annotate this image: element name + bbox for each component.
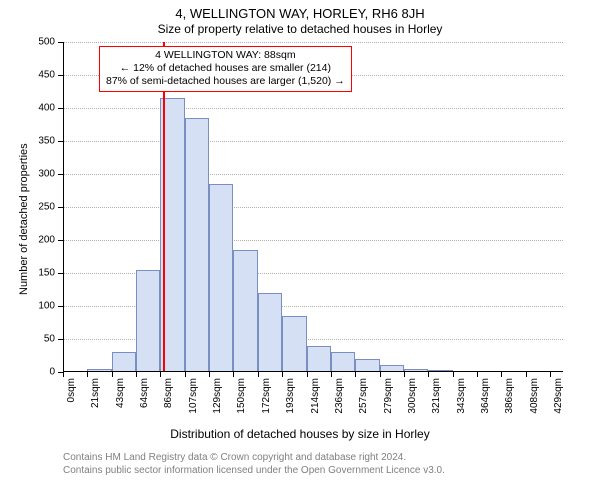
y-tick-label: 150 bbox=[27, 268, 55, 279]
histogram-bar bbox=[209, 184, 233, 372]
x-tick bbox=[136, 372, 137, 377]
y-tick-label: 350 bbox=[27, 136, 55, 147]
x-tick bbox=[526, 372, 527, 377]
x-tick-label: 321sqm bbox=[431, 378, 442, 420]
x-tick-label: 193sqm bbox=[285, 378, 296, 420]
x-tick bbox=[282, 372, 283, 377]
x-axis-label: Distribution of detached houses by size … bbox=[0, 427, 600, 441]
histogram-bar bbox=[331, 352, 355, 372]
y-tick-label: 250 bbox=[27, 202, 55, 213]
copyright-line-1: Contains HM Land Registry data © Crown c… bbox=[63, 452, 445, 465]
x-tick bbox=[258, 372, 259, 377]
y-tick-label: 500 bbox=[27, 37, 55, 48]
x-tick-label: 172sqm bbox=[261, 378, 272, 420]
x-tick bbox=[331, 372, 332, 377]
x-tick-label: 300sqm bbox=[407, 378, 418, 420]
x-tick bbox=[63, 372, 64, 377]
y-tick-label: 300 bbox=[27, 169, 55, 180]
x-axis-line bbox=[63, 371, 563, 372]
histogram-bar bbox=[307, 346, 331, 372]
x-tick bbox=[380, 372, 381, 377]
x-tick bbox=[428, 372, 429, 377]
y-tick-label: 50 bbox=[27, 334, 55, 345]
plot-area: 0501001502002503003504004505000sqm21sqm4… bbox=[63, 42, 563, 372]
gridline bbox=[63, 207, 563, 208]
x-tick-label: 64sqm bbox=[139, 378, 150, 420]
x-tick bbox=[112, 372, 113, 377]
chart-subtitle: Size of property relative to detached ho… bbox=[0, 22, 600, 36]
x-tick-label: 0sqm bbox=[66, 378, 77, 420]
x-tick bbox=[307, 372, 308, 377]
x-tick bbox=[477, 372, 478, 377]
histogram-bar bbox=[136, 270, 160, 372]
x-tick bbox=[209, 372, 210, 377]
x-tick-label: 343sqm bbox=[456, 378, 467, 420]
gridline bbox=[63, 240, 563, 241]
x-tick-label: 429sqm bbox=[553, 378, 564, 420]
chart-title: 4, WELLINGTON WAY, HORLEY, RH6 8JH bbox=[0, 6, 600, 21]
copyright-notice: Contains HM Land Registry data © Crown c… bbox=[63, 452, 445, 477]
x-tick bbox=[501, 372, 502, 377]
histogram-bar bbox=[185, 118, 209, 372]
y-tick-label: 200 bbox=[27, 235, 55, 246]
annotation-line: 87% of semi-detached houses are larger (… bbox=[106, 75, 345, 88]
x-tick-label: 257sqm bbox=[358, 378, 369, 420]
gridline bbox=[63, 141, 563, 142]
copyright-line-2: Contains public sector information licen… bbox=[63, 465, 445, 478]
x-tick-label: 408sqm bbox=[529, 378, 540, 420]
histogram-bar bbox=[112, 352, 136, 372]
x-tick-label: 86sqm bbox=[163, 378, 174, 420]
x-tick-label: 107sqm bbox=[188, 378, 199, 420]
y-tick-label: 100 bbox=[27, 301, 55, 312]
x-tick-label: 236sqm bbox=[334, 378, 345, 420]
annotation-line: ← 12% of detached houses are smaller (21… bbox=[106, 62, 345, 75]
gridline bbox=[63, 108, 563, 109]
x-tick bbox=[355, 372, 356, 377]
x-tick-label: 150sqm bbox=[236, 378, 247, 420]
x-tick-label: 386sqm bbox=[504, 378, 515, 420]
histogram-bar bbox=[282, 316, 306, 372]
gridline bbox=[63, 42, 563, 43]
y-tick-label: 0 bbox=[27, 367, 55, 378]
y-tick-label: 400 bbox=[27, 103, 55, 114]
x-tick-label: 214sqm bbox=[310, 378, 321, 420]
x-tick bbox=[233, 372, 234, 377]
x-tick-label: 279sqm bbox=[383, 378, 394, 420]
x-tick bbox=[453, 372, 454, 377]
histogram-bar bbox=[258, 293, 282, 372]
x-tick-label: 129sqm bbox=[212, 378, 223, 420]
annotation-line: 4 WELLINGTON WAY: 88sqm bbox=[106, 49, 345, 62]
histogram-bar bbox=[233, 250, 257, 372]
y-axis-line bbox=[63, 42, 64, 372]
x-tick bbox=[404, 372, 405, 377]
gridline bbox=[63, 174, 563, 175]
x-tick-label: 364sqm bbox=[480, 378, 491, 420]
x-tick bbox=[160, 372, 161, 377]
x-tick bbox=[550, 372, 551, 377]
annotation-box: 4 WELLINGTON WAY: 88sqm← 12% of detached… bbox=[99, 46, 352, 92]
x-tick bbox=[185, 372, 186, 377]
x-tick bbox=[87, 372, 88, 377]
x-tick-label: 21sqm bbox=[90, 378, 101, 420]
x-tick-label: 43sqm bbox=[115, 378, 126, 420]
y-tick-label: 450 bbox=[27, 70, 55, 81]
